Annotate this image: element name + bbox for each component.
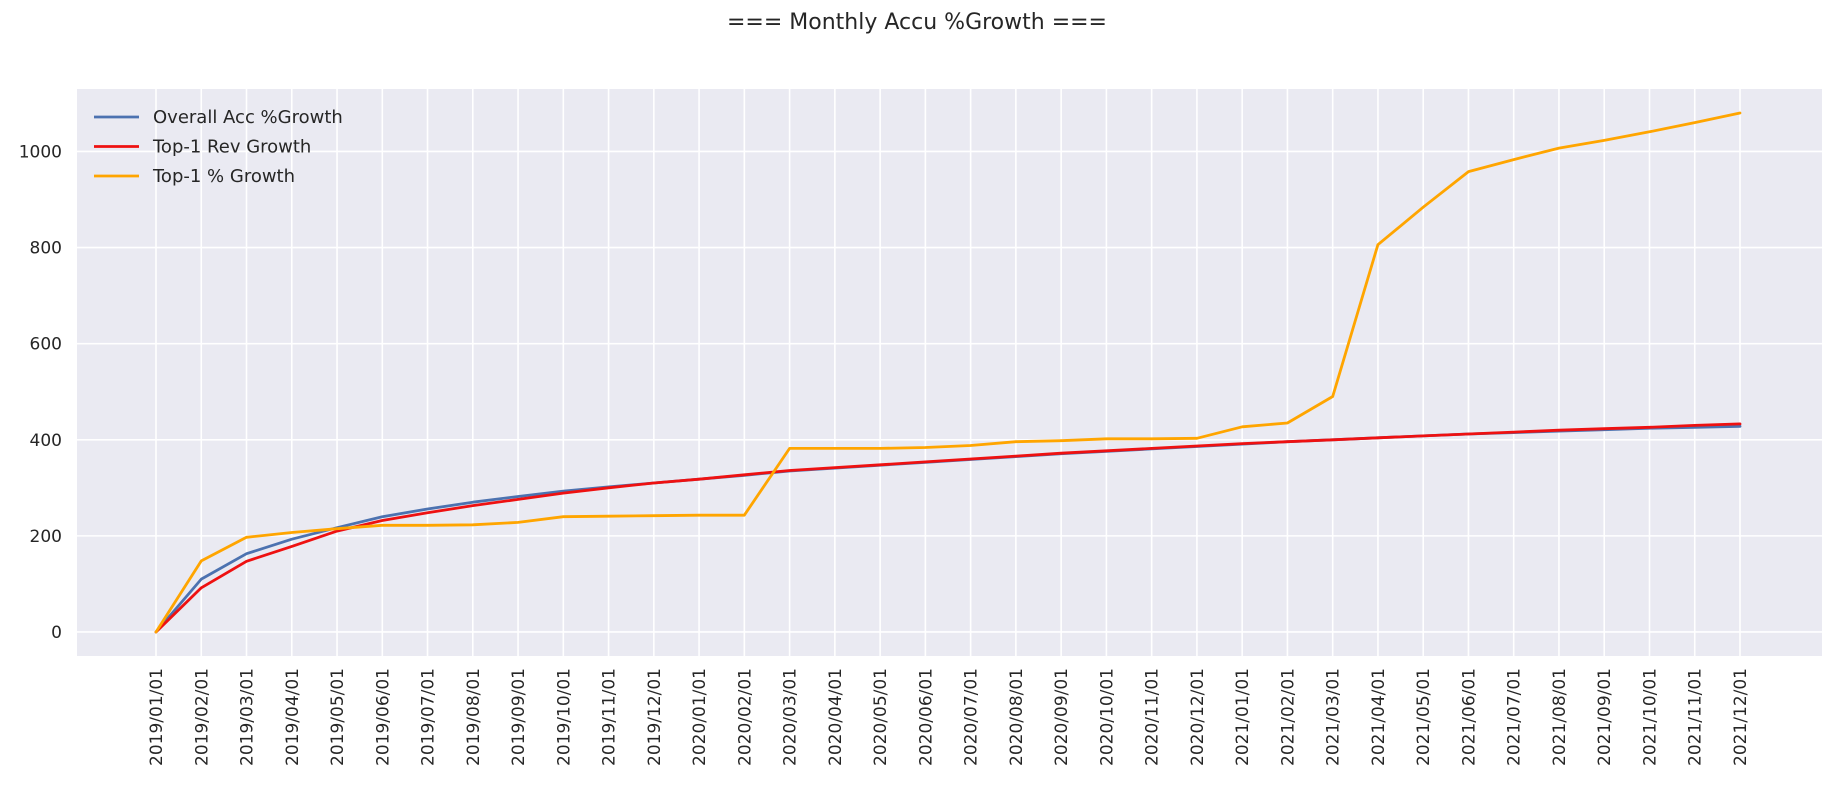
legend-label-0: Overall Acc %Growth — [153, 107, 343, 128]
x-tick-label: 2020/06/01 — [916, 668, 936, 766]
x-tick-label: 2019/11/01 — [600, 668, 620, 766]
x-tick-label: 2019/09/01 — [509, 668, 529, 766]
y-tick-label: 400 — [30, 431, 62, 451]
x-tick-label: 2021/06/01 — [1459, 668, 1479, 766]
y-tick-label: 0 — [51, 623, 62, 643]
x-tick-label: 2019/02/01 — [192, 668, 212, 766]
x-tick-label: 2019/10/01 — [554, 668, 574, 766]
x-tick-label: 2019/08/01 — [464, 668, 484, 766]
y-tick-label: 1000 — [19, 142, 62, 162]
x-tick-label: 2020/07/01 — [962, 668, 982, 766]
x-tick-label: 2021/10/01 — [1640, 668, 1660, 766]
y-axis-tick-labels: 0 200 400 600 800 1000 — [19, 142, 62, 643]
x-tick-label: 2020/01/01 — [690, 668, 710, 766]
x-tick-label: 2020/04/01 — [826, 668, 846, 766]
x-tick-label: 2020/10/01 — [1097, 668, 1117, 766]
x-tick-label: 2019/01/01 — [147, 668, 167, 766]
x-tick-label: 2021/07/01 — [1505, 668, 1525, 766]
legend-label-2: Top-1 % Growth — [152, 166, 295, 187]
x-tick-label: 2021/05/01 — [1414, 668, 1434, 766]
legend-label-1: Top-1 Rev Growth — [152, 137, 311, 158]
x-tick-label: 2021/04/01 — [1369, 668, 1389, 766]
x-tick-label: 2020/02/01 — [735, 668, 755, 766]
grid-lines — [77, 89, 1822, 656]
plot-area — [77, 89, 1822, 656]
chart-title: === Monthly Accu %Growth === — [727, 10, 1107, 35]
y-tick-label: 600 — [30, 335, 62, 355]
x-tick-label: 2020/03/01 — [781, 668, 801, 766]
x-axis-tick-labels: 2019/01/01 2019/02/01 2019/03/01 2019/04/01… — [147, 668, 1751, 766]
x-tick-label: 2021/02/01 — [1278, 668, 1298, 766]
series-lines — [154, 111, 1742, 634]
x-tick-label: 2020/09/01 — [1052, 668, 1072, 766]
x-tick-label: 2019/06/01 — [373, 668, 393, 766]
x-tick-label: 2021/08/01 — [1550, 668, 1570, 766]
x-tick-label: 2020/05/01 — [871, 668, 891, 766]
x-tick-label: 2021/12/01 — [1731, 668, 1751, 766]
x-tick-label: 2021/03/01 — [1324, 668, 1344, 766]
x-tick-label: 2020/12/01 — [1188, 668, 1208, 766]
x-tick-label: 2019/05/01 — [328, 668, 348, 766]
x-tick-label: 2021/09/01 — [1595, 668, 1615, 766]
x-tick-label: 2021/01/01 — [1233, 668, 1253, 766]
x-tick-label: 2019/03/01 — [238, 668, 258, 766]
x-tick-label: 2019/07/01 — [419, 668, 439, 766]
x-tick-label: 2021/11/01 — [1686, 668, 1706, 766]
x-tick-label: 2019/04/01 — [283, 668, 303, 766]
series-line-1 — [154, 422, 1742, 634]
legend: Overall Acc %Growth Top-1 Rev Growth Top-1… — [94, 107, 343, 187]
x-tick-label: 2020/11/01 — [1143, 668, 1163, 766]
y-tick-label: 800 — [30, 239, 62, 259]
y-tick-label: 200 — [30, 527, 62, 547]
x-tick-label: 2020/08/01 — [1007, 668, 1027, 766]
series-line-2 — [154, 111, 1742, 634]
x-tick-label: 2019/12/01 — [645, 668, 665, 766]
